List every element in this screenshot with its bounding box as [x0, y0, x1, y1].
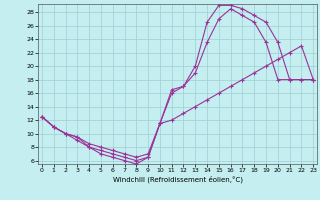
X-axis label: Windchill (Refroidissement éolien,°C): Windchill (Refroidissement éolien,°C)	[113, 176, 243, 183]
